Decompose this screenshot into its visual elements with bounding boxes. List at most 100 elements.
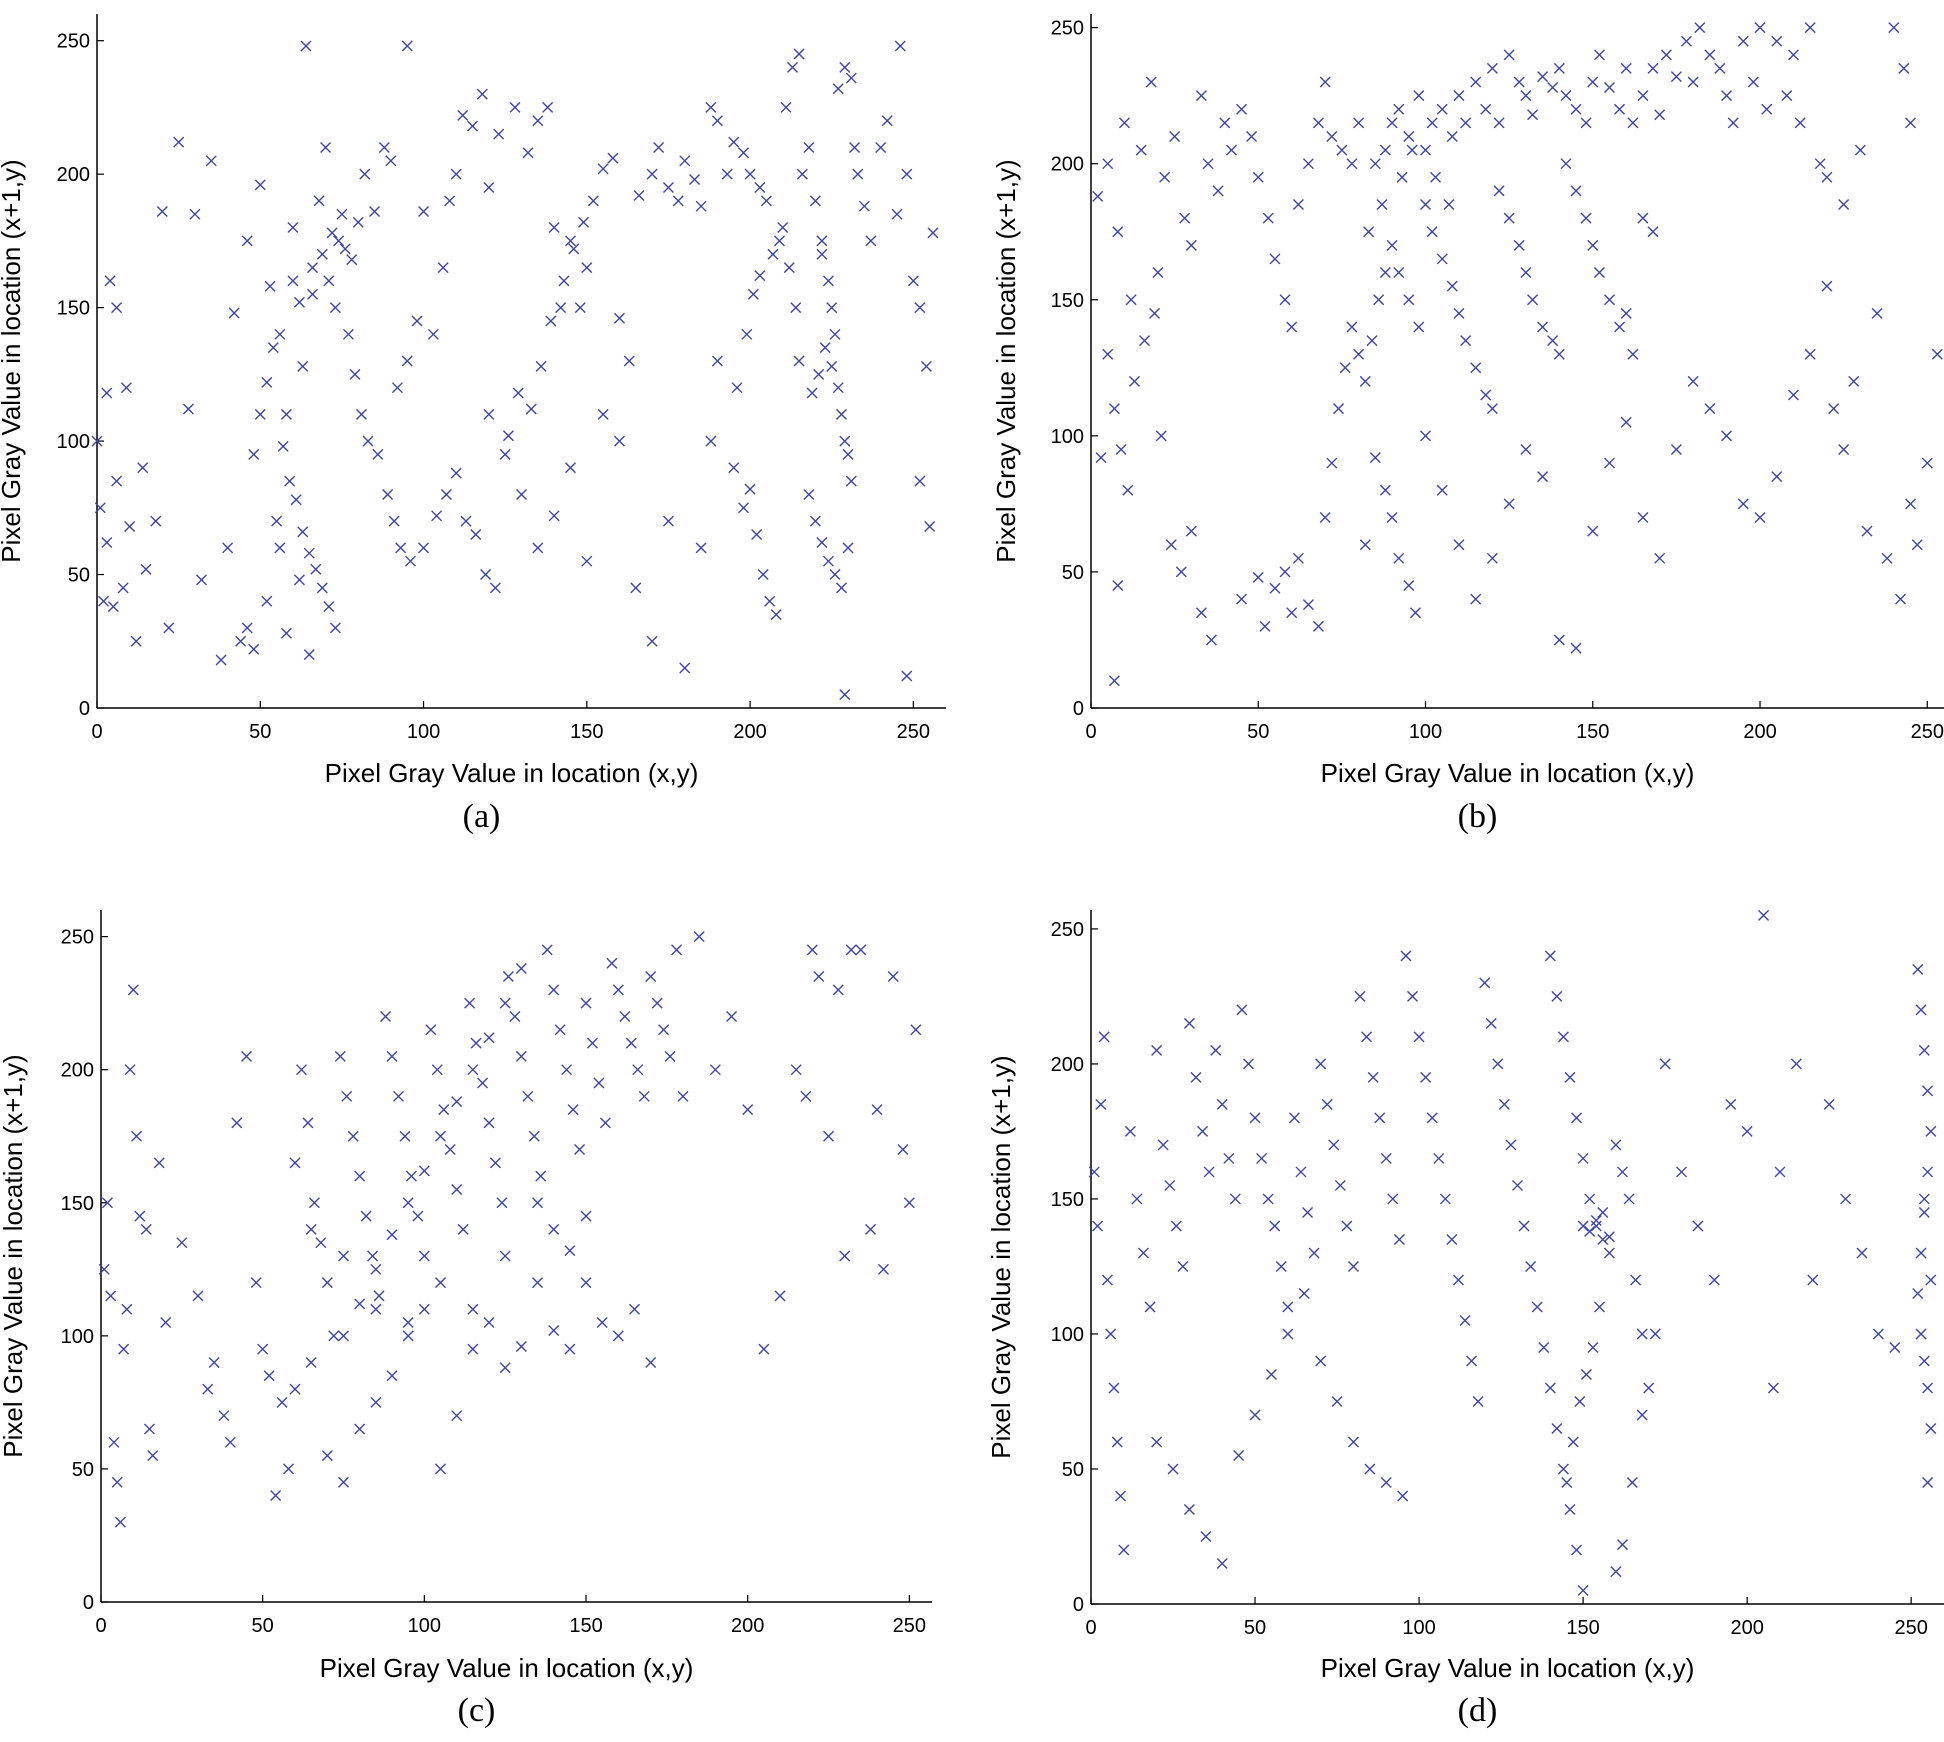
panel-b-point [1603, 457, 1615, 469]
panel-c-point [367, 1250, 379, 1262]
panel-c-point [567, 1104, 579, 1116]
panel-c-point [176, 1237, 188, 1249]
panel-b-point [1828, 403, 1840, 415]
panel-a-point [845, 72, 857, 84]
panel-c-point [832, 984, 844, 996]
panel-c-point [903, 1197, 915, 1209]
panel-c-point [865, 1223, 877, 1235]
panel-d-point [1380, 1152, 1392, 1164]
panel-d-point [1790, 1058, 1802, 1070]
panel-a-point [695, 542, 707, 554]
panel-c-point [354, 1298, 366, 1310]
panel-b-point [1537, 321, 1549, 333]
panel-b-point [1252, 571, 1264, 583]
panel-b-y-tick-label: 200 [1051, 154, 1084, 176]
panel-a-x-axis-label: Pixel Gray Value in location (x,y) [325, 758, 699, 788]
panel-d-point [1236, 1004, 1248, 1016]
panel-b-point [1587, 76, 1599, 88]
panel-a-y-tick-label: 150 [57, 298, 90, 320]
panel-b-point [1804, 22, 1816, 34]
panel-b-point [1115, 443, 1127, 455]
panel-a-point [457, 109, 469, 121]
panel-d-point [1164, 1179, 1176, 1191]
panel-b-point [1420, 199, 1432, 211]
panel-a-point [460, 515, 472, 527]
panel-c-x-tick-label: 0 [95, 1615, 106, 1637]
panel-a-point [920, 360, 932, 372]
panel-c-point [467, 1303, 479, 1315]
panel-d-point [1577, 1220, 1589, 1232]
panel-d-point [1095, 1098, 1107, 1110]
panel-a-point [839, 61, 851, 73]
panel-a-point [329, 622, 341, 634]
panel-d-point [1922, 1476, 1934, 1488]
panel-a-point [623, 355, 635, 367]
panel-c-point [315, 1237, 327, 1249]
panel-d-point [1262, 1193, 1274, 1205]
panel-c-point [134, 1210, 146, 1222]
panel-a-point [924, 520, 936, 532]
panel-b-point [1931, 348, 1943, 360]
panel-d-point [1151, 1436, 1163, 1448]
panel-a-point [744, 483, 756, 495]
panel-a-point [297, 360, 309, 372]
panel-a-point [320, 141, 332, 153]
panel-a-point [382, 488, 394, 500]
panel-a-point [662, 515, 674, 527]
panel-c-point [509, 1010, 521, 1022]
panel-b-point [1470, 76, 1482, 88]
panel-b-point [1195, 90, 1207, 102]
panel-a-point [483, 408, 495, 420]
panel-b-point [1754, 511, 1766, 523]
panel-b-point [1436, 253, 1448, 265]
panel-c-point [118, 1343, 130, 1355]
panel-d-point [1413, 1031, 1425, 1043]
panel-b-point [1680, 35, 1692, 47]
panel-b-point [1262, 212, 1274, 224]
panel-a-point [117, 582, 129, 594]
panel-b-y-tick-label: 250 [1051, 18, 1084, 40]
panel-b: 0 50 100 150 200 250 0 50 100 150 200 250 Pixel Gray… [991, 14, 1944, 835]
panel-c-point [671, 944, 683, 956]
panel-d-point [1216, 1557, 1228, 1569]
panel-a-point [826, 302, 838, 314]
panel-a-point [336, 208, 348, 220]
panel-a-point [287, 275, 299, 287]
panel-d-point [1551, 1422, 1563, 1434]
panel-a-point [356, 408, 367, 420]
panel-a-point [313, 195, 325, 207]
panel-b-point [1453, 307, 1465, 319]
panel-c-point [451, 1096, 463, 1108]
panel-d-point [1925, 1422, 1937, 1434]
panel-d-point [1105, 1328, 1117, 1340]
panel-a-point [450, 168, 462, 180]
panel-a-point [493, 128, 505, 140]
panel-a-point [679, 155, 691, 167]
panel-c-point [629, 1303, 641, 1315]
panel-b-point [1403, 294, 1415, 306]
panel-d-point [1347, 1260, 1359, 1272]
panel-b-point [1346, 158, 1358, 170]
panel-a-point [509, 101, 521, 113]
panel-a-point [597, 163, 609, 175]
panel-b-point [1379, 484, 1391, 496]
panel-a-point [607, 152, 619, 164]
panel-a-point [280, 627, 292, 639]
panel-d-point [1265, 1368, 1277, 1380]
panel-d-point [1492, 1058, 1504, 1070]
panel-a-point [205, 155, 217, 167]
panel-b-point [1486, 403, 1498, 415]
panel-d-point [1197, 1125, 1209, 1137]
panel-b-point [1453, 539, 1465, 551]
panel-c-point [386, 1229, 398, 1241]
panel-b-point [1603, 294, 1615, 306]
panel-c-point [758, 1343, 770, 1355]
panel-c-point [370, 1396, 382, 1408]
panel-d-point [1567, 1436, 1579, 1448]
panel-a-point [875, 141, 887, 153]
panel-a-point [711, 355, 723, 367]
panel-d-point [1256, 1152, 1268, 1164]
panel-c-point [625, 1037, 637, 1049]
panel-b-point [1570, 103, 1582, 115]
panel-c-point [370, 1303, 382, 1315]
